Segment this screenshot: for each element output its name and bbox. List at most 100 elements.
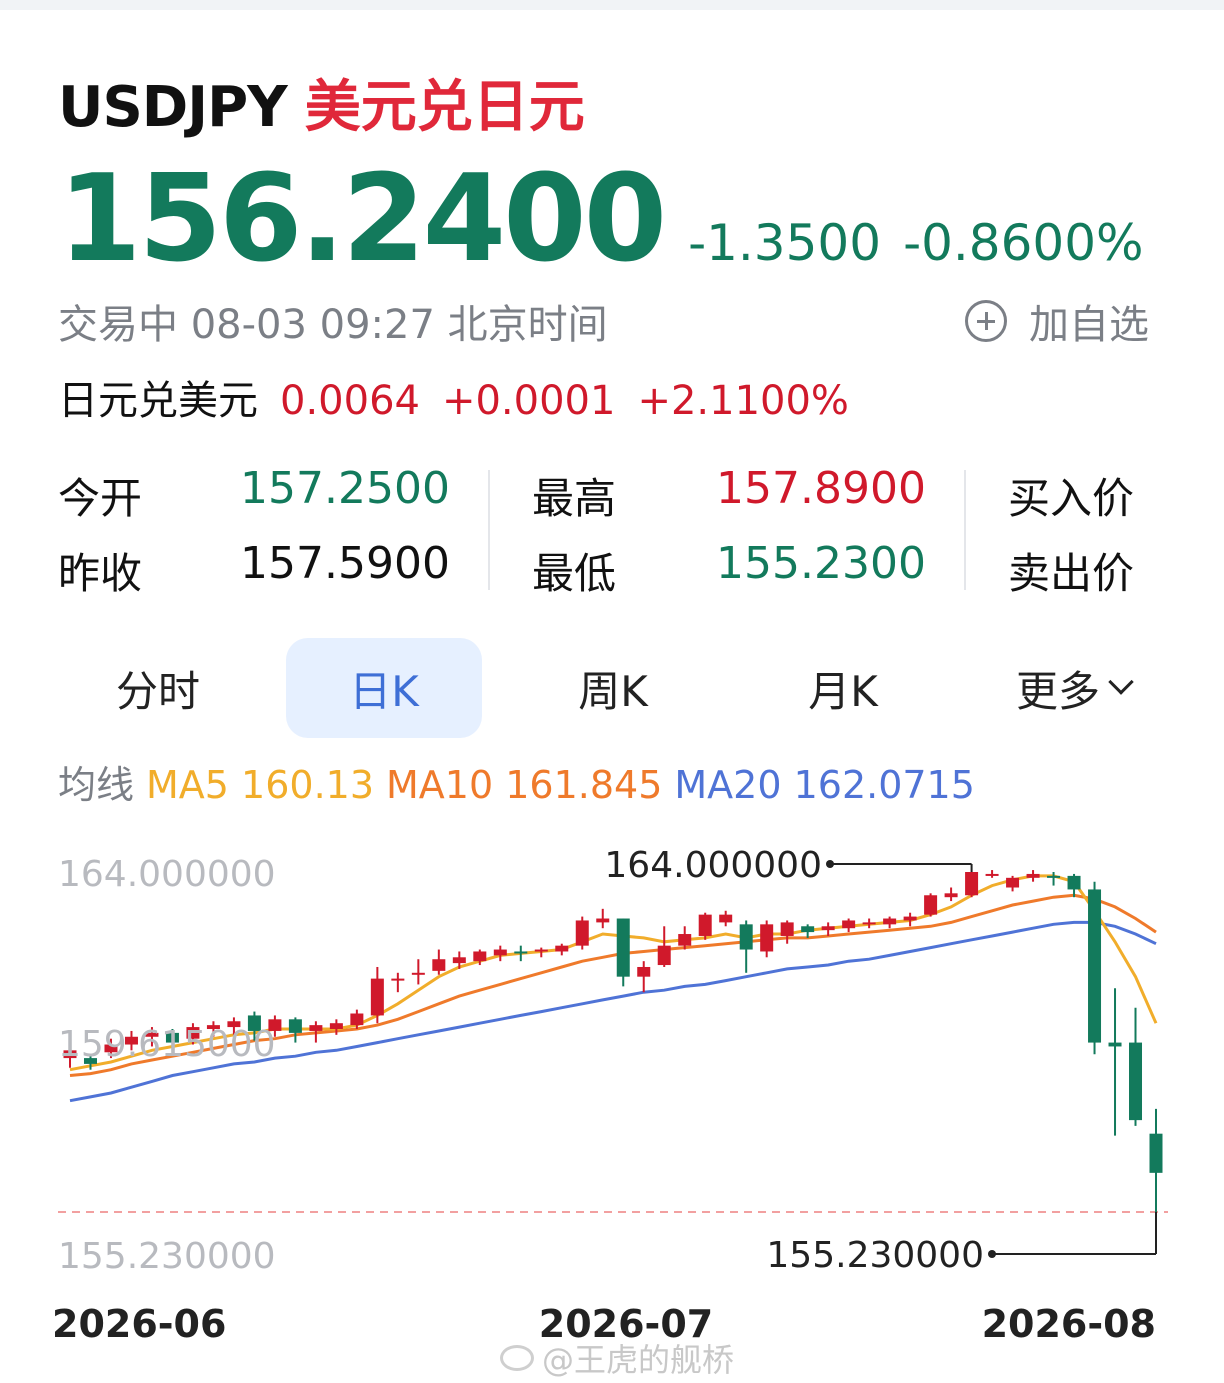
candle-up bbox=[944, 893, 958, 898]
chevron-down-icon bbox=[1108, 669, 1134, 695]
low-marker-dot bbox=[988, 1250, 996, 1258]
inverse-pair-label: 日元兑美元 bbox=[58, 378, 258, 424]
candles bbox=[63, 870, 1163, 1212]
candle-up bbox=[883, 918, 897, 925]
candle-up bbox=[596, 918, 610, 923]
candle-up bbox=[268, 1019, 282, 1031]
weibo-icon bbox=[500, 1345, 534, 1371]
candle-up bbox=[780, 922, 794, 936]
symbol-label: USDJPY bbox=[58, 75, 288, 140]
trading-status: 交易中 08-03 09:27 北京时间 bbox=[58, 302, 608, 348]
candle-down bbox=[1047, 875, 1061, 878]
candle-up bbox=[719, 914, 733, 923]
candle-down bbox=[801, 926, 815, 933]
low-marker-label: 155.230000 bbox=[766, 1235, 984, 1276]
price-change-percent: -0.8600% bbox=[903, 214, 1144, 272]
inverse-change-percent: +2.1100% bbox=[637, 378, 849, 424]
candle-up bbox=[657, 945, 671, 966]
candle-up bbox=[63, 1050, 77, 1059]
ma5-value: MA5 160.13 bbox=[146, 763, 375, 807]
price-change: -1.3500 bbox=[688, 214, 882, 272]
candle-up bbox=[985, 873, 999, 876]
inverse-price: 0.0064 bbox=[280, 378, 420, 424]
x-axis-label: 2026-08 bbox=[982, 1302, 1156, 1346]
plus-circle-icon bbox=[965, 300, 1007, 342]
chart-period-tabs: 分时 日K 周K 月K 更多 bbox=[58, 638, 1168, 738]
title-row: USDJPY 美元兑日元 bbox=[58, 62, 585, 143]
candle-down bbox=[1088, 889, 1102, 1043]
stats-divider bbox=[964, 470, 966, 590]
candle-up bbox=[965, 872, 979, 896]
candle-up bbox=[186, 1027, 200, 1039]
stats-divider bbox=[488, 470, 490, 590]
bid-label: 买入价 bbox=[1008, 474, 1135, 523]
candle-up bbox=[391, 978, 405, 981]
open-label: 今开 bbox=[58, 474, 143, 523]
candle-up bbox=[432, 959, 446, 971]
candle-down bbox=[1067, 875, 1081, 890]
y-axis-label: 155.230000 bbox=[58, 1236, 276, 1277]
price-row: 156.2400 -1.3500 -0.8600% bbox=[58, 150, 1144, 289]
candle-up bbox=[493, 949, 507, 956]
candle-up bbox=[555, 945, 569, 952]
watermark-text: @王虎的舰桥 bbox=[542, 1341, 735, 1379]
candle-up bbox=[145, 1032, 159, 1037]
candlestick-chart[interactable]: 164.000000 159.615000 155.230000 164.000000… bbox=[0, 820, 1224, 1383]
ma10-value: MA10 161.845 bbox=[386, 763, 663, 807]
add-watchlist-button[interactable]: 加自选 bbox=[965, 292, 1149, 350]
tab-monthly-k[interactable]: 月K bbox=[808, 666, 878, 716]
candle-down bbox=[1149, 1133, 1163, 1173]
ma20-line bbox=[69, 920, 1157, 1103]
candle-up bbox=[862, 922, 876, 925]
candle-up bbox=[124, 1036, 138, 1045]
candle-down bbox=[514, 951, 528, 954]
high-label: 最高 bbox=[532, 474, 617, 523]
symbol-name-cn: 美元兑日元 bbox=[304, 75, 585, 140]
moving-average-legend: 均线 MA5 160.13 MA10 161.845 MA20 162.0715 bbox=[58, 754, 987, 809]
candle-up bbox=[1006, 877, 1020, 888]
y-axis-label: 164.000000 bbox=[58, 854, 276, 895]
high-marker-dot bbox=[826, 860, 834, 868]
candle-up bbox=[821, 926, 835, 931]
candle-up bbox=[637, 966, 651, 977]
candle-down bbox=[1129, 1042, 1143, 1121]
candle-down bbox=[1108, 1042, 1122, 1047]
current-price: 156.2400 bbox=[58, 150, 667, 289]
tab-weekly-k[interactable]: 周K bbox=[578, 666, 648, 716]
x-axis-label: 2026-06 bbox=[52, 1302, 226, 1346]
ma20-value: MA20 162.0715 bbox=[674, 763, 975, 807]
candle-up bbox=[903, 916, 917, 921]
top-status-strip bbox=[0, 0, 1224, 10]
tab-daily-k[interactable]: 日K bbox=[286, 638, 482, 738]
candle-down bbox=[739, 924, 753, 950]
candle-up bbox=[206, 1025, 220, 1030]
candle-down bbox=[165, 1032, 179, 1043]
candle-up bbox=[309, 1025, 323, 1031]
high-marker-label: 164.000000 bbox=[604, 845, 822, 886]
candle-up bbox=[760, 924, 774, 952]
quote-stats: 今开 157.2500 昨收 157.5900 最高 157.8900 最低 1… bbox=[58, 460, 1224, 598]
add-watchlist-label: 加自选 bbox=[1029, 302, 1149, 348]
candle-up bbox=[698, 914, 712, 936]
open-value: 157.2500 bbox=[240, 463, 450, 514]
ask-label: 卖出价 bbox=[1008, 549, 1135, 598]
tab-more[interactable]: 更多 bbox=[973, 638, 1173, 738]
candle-down bbox=[247, 1015, 261, 1031]
chart-labels: 164.000000 159.615000 155.230000 164.000000… bbox=[52, 845, 1157, 1346]
inverse-quote-row[interactable]: 日元兑美元 0.0064 +0.0001 +2.1100% bbox=[58, 368, 849, 426]
candle-up bbox=[534, 949, 548, 952]
y-axis-label: 159.615000 bbox=[58, 1024, 276, 1065]
candle-up bbox=[329, 1023, 343, 1030]
candle-up bbox=[227, 1021, 241, 1028]
high-value: 157.8900 bbox=[716, 463, 926, 514]
low-label: 最低 bbox=[532, 549, 617, 598]
prev-close-label: 昨收 bbox=[58, 549, 143, 598]
ma-label: 均线 bbox=[58, 763, 135, 807]
candle-up bbox=[452, 957, 466, 964]
candle-up bbox=[473, 951, 487, 962]
candle-down bbox=[288, 1019, 302, 1033]
tab-intraday[interactable]: 分时 bbox=[115, 666, 200, 716]
candle-up bbox=[678, 934, 692, 946]
candle-down bbox=[616, 918, 630, 977]
tab-more-label: 更多 bbox=[1015, 666, 1100, 716]
